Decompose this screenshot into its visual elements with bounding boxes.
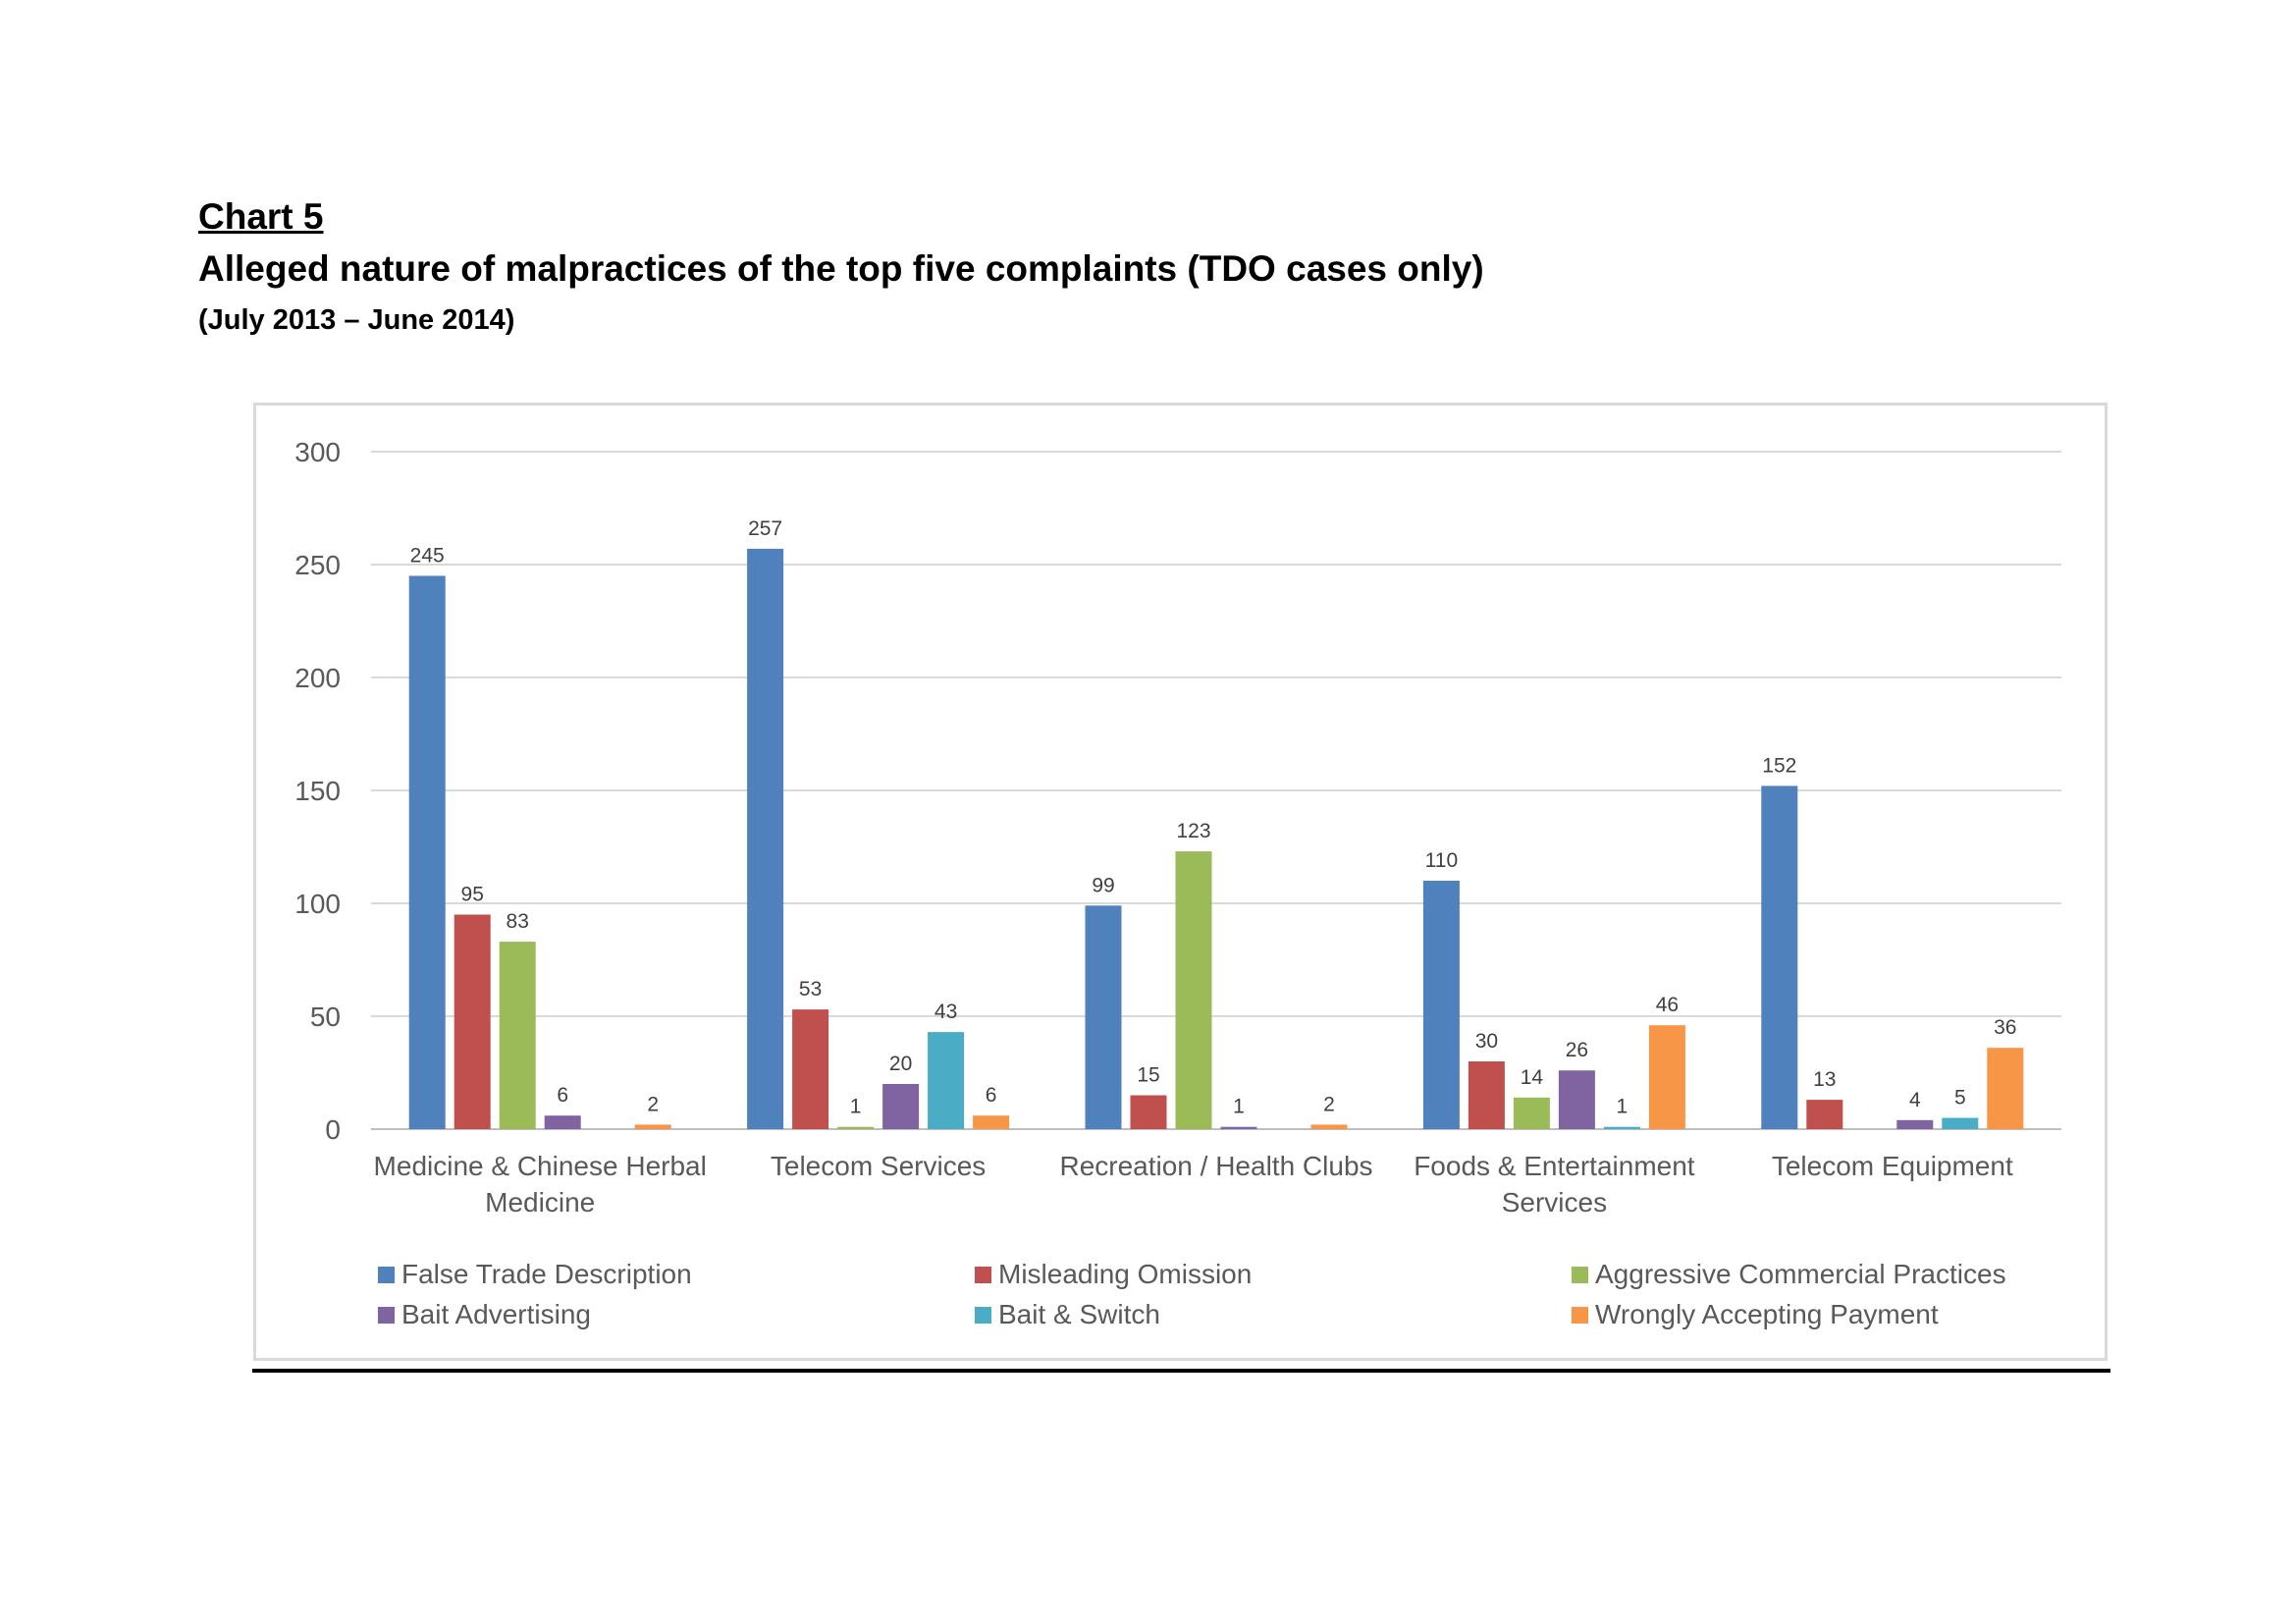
bar [1558, 1070, 1595, 1129]
legend-label: Bait Advertising [401, 1299, 591, 1329]
bar [928, 1032, 965, 1129]
data-label: 95 [461, 884, 484, 906]
data-label: 14 [1521, 1066, 1544, 1089]
bar [837, 1126, 875, 1129]
category-label: Medicine & Chinese Herbal [374, 1151, 707, 1181]
data-label: 123 [1176, 820, 1210, 842]
data-label: 6 [986, 1084, 997, 1107]
bar [544, 1115, 581, 1129]
category-label: Telecom Services [771, 1151, 986, 1181]
legend-swatch [1572, 1267, 1588, 1283]
bar [1806, 1100, 1843, 1129]
bar [1761, 785, 1798, 1129]
bar [1987, 1048, 2024, 1129]
bar [1175, 851, 1212, 1129]
legend-swatch [378, 1267, 395, 1283]
legend-label: Wrongly Accepting Payment [1595, 1299, 1939, 1329]
legend-swatch [378, 1307, 395, 1324]
bar [1422, 881, 1460, 1129]
data-label: 15 [1137, 1064, 1159, 1087]
bar [1513, 1097, 1550, 1129]
y-tick-label: 150 [294, 776, 341, 806]
category-label: Services [1502, 1187, 1607, 1218]
y-tick-label: 0 [325, 1114, 341, 1145]
category-label: Foods & Entertainment [1414, 1151, 1695, 1181]
category-label: Medicine [485, 1187, 595, 1218]
legend-label: Misleading Omission [998, 1259, 1252, 1289]
chart-subtitle: (July 2013 – June 2014) [198, 304, 515, 336]
data-label: 257 [748, 517, 782, 540]
bar [792, 1009, 829, 1129]
data-label: 2 [1323, 1093, 1335, 1115]
data-label: 20 [889, 1053, 912, 1075]
bar [499, 942, 536, 1129]
data-label: 1 [850, 1096, 862, 1118]
data-label: 53 [799, 978, 822, 1001]
legend-swatch [1572, 1307, 1588, 1324]
y-tick-label: 50 [310, 1001, 341, 1032]
bottom-rule [252, 1369, 2110, 1373]
y-tick-label: 100 [294, 889, 341, 919]
bar [1220, 1126, 1257, 1129]
data-label: 6 [557, 1084, 568, 1107]
data-label: 36 [1994, 1016, 2016, 1039]
bar [1085, 905, 1122, 1129]
chart-number: Chart 5 [198, 196, 324, 237]
data-label: 46 [1656, 994, 1679, 1016]
category-label: Telecom Equipment [1772, 1151, 2013, 1181]
y-tick-label: 200 [294, 663, 341, 693]
y-tick-label: 300 [294, 437, 341, 467]
bar [1310, 1124, 1348, 1129]
bar [634, 1124, 671, 1129]
bar [1130, 1095, 1167, 1129]
bar [882, 1084, 920, 1129]
data-label: 26 [1566, 1039, 1588, 1061]
legend-swatch [975, 1267, 991, 1283]
data-label: 110 [1425, 849, 1458, 872]
data-label: 99 [1092, 874, 1114, 896]
bar [1942, 1117, 1979, 1129]
data-label: 245 [410, 545, 445, 568]
data-label: 152 [1762, 754, 1796, 777]
bar [408, 575, 446, 1129]
y-tick-label: 250 [294, 550, 341, 580]
legend-label: Aggressive Commercial Practices [1595, 1259, 2006, 1289]
bar [1648, 1025, 1685, 1129]
chart-frame [253, 403, 2108, 1361]
legend-swatch [975, 1307, 991, 1324]
data-label: 1 [1617, 1096, 1629, 1118]
data-label: 5 [1954, 1087, 1966, 1110]
bar [1468, 1061, 1505, 1129]
legend-label: Bait & Switch [998, 1299, 1160, 1329]
bar [454, 914, 491, 1129]
bar [973, 1115, 1010, 1129]
data-label: 13 [1813, 1068, 1836, 1091]
chart-title: Alleged nature of malpractices of the to… [198, 248, 1484, 289]
bar [1896, 1119, 1934, 1129]
bar [1603, 1126, 1640, 1129]
legend-label: False Trade Description [401, 1259, 692, 1289]
data-label: 2 [647, 1093, 659, 1115]
data-label: 1 [1233, 1096, 1245, 1118]
data-label: 30 [1475, 1030, 1498, 1053]
category-label: Recreation / Health Clubs [1059, 1151, 1372, 1181]
bar [747, 548, 784, 1129]
data-label: 4 [1909, 1089, 1921, 1111]
data-label: 83 [507, 910, 529, 933]
data-label: 43 [934, 1001, 957, 1023]
